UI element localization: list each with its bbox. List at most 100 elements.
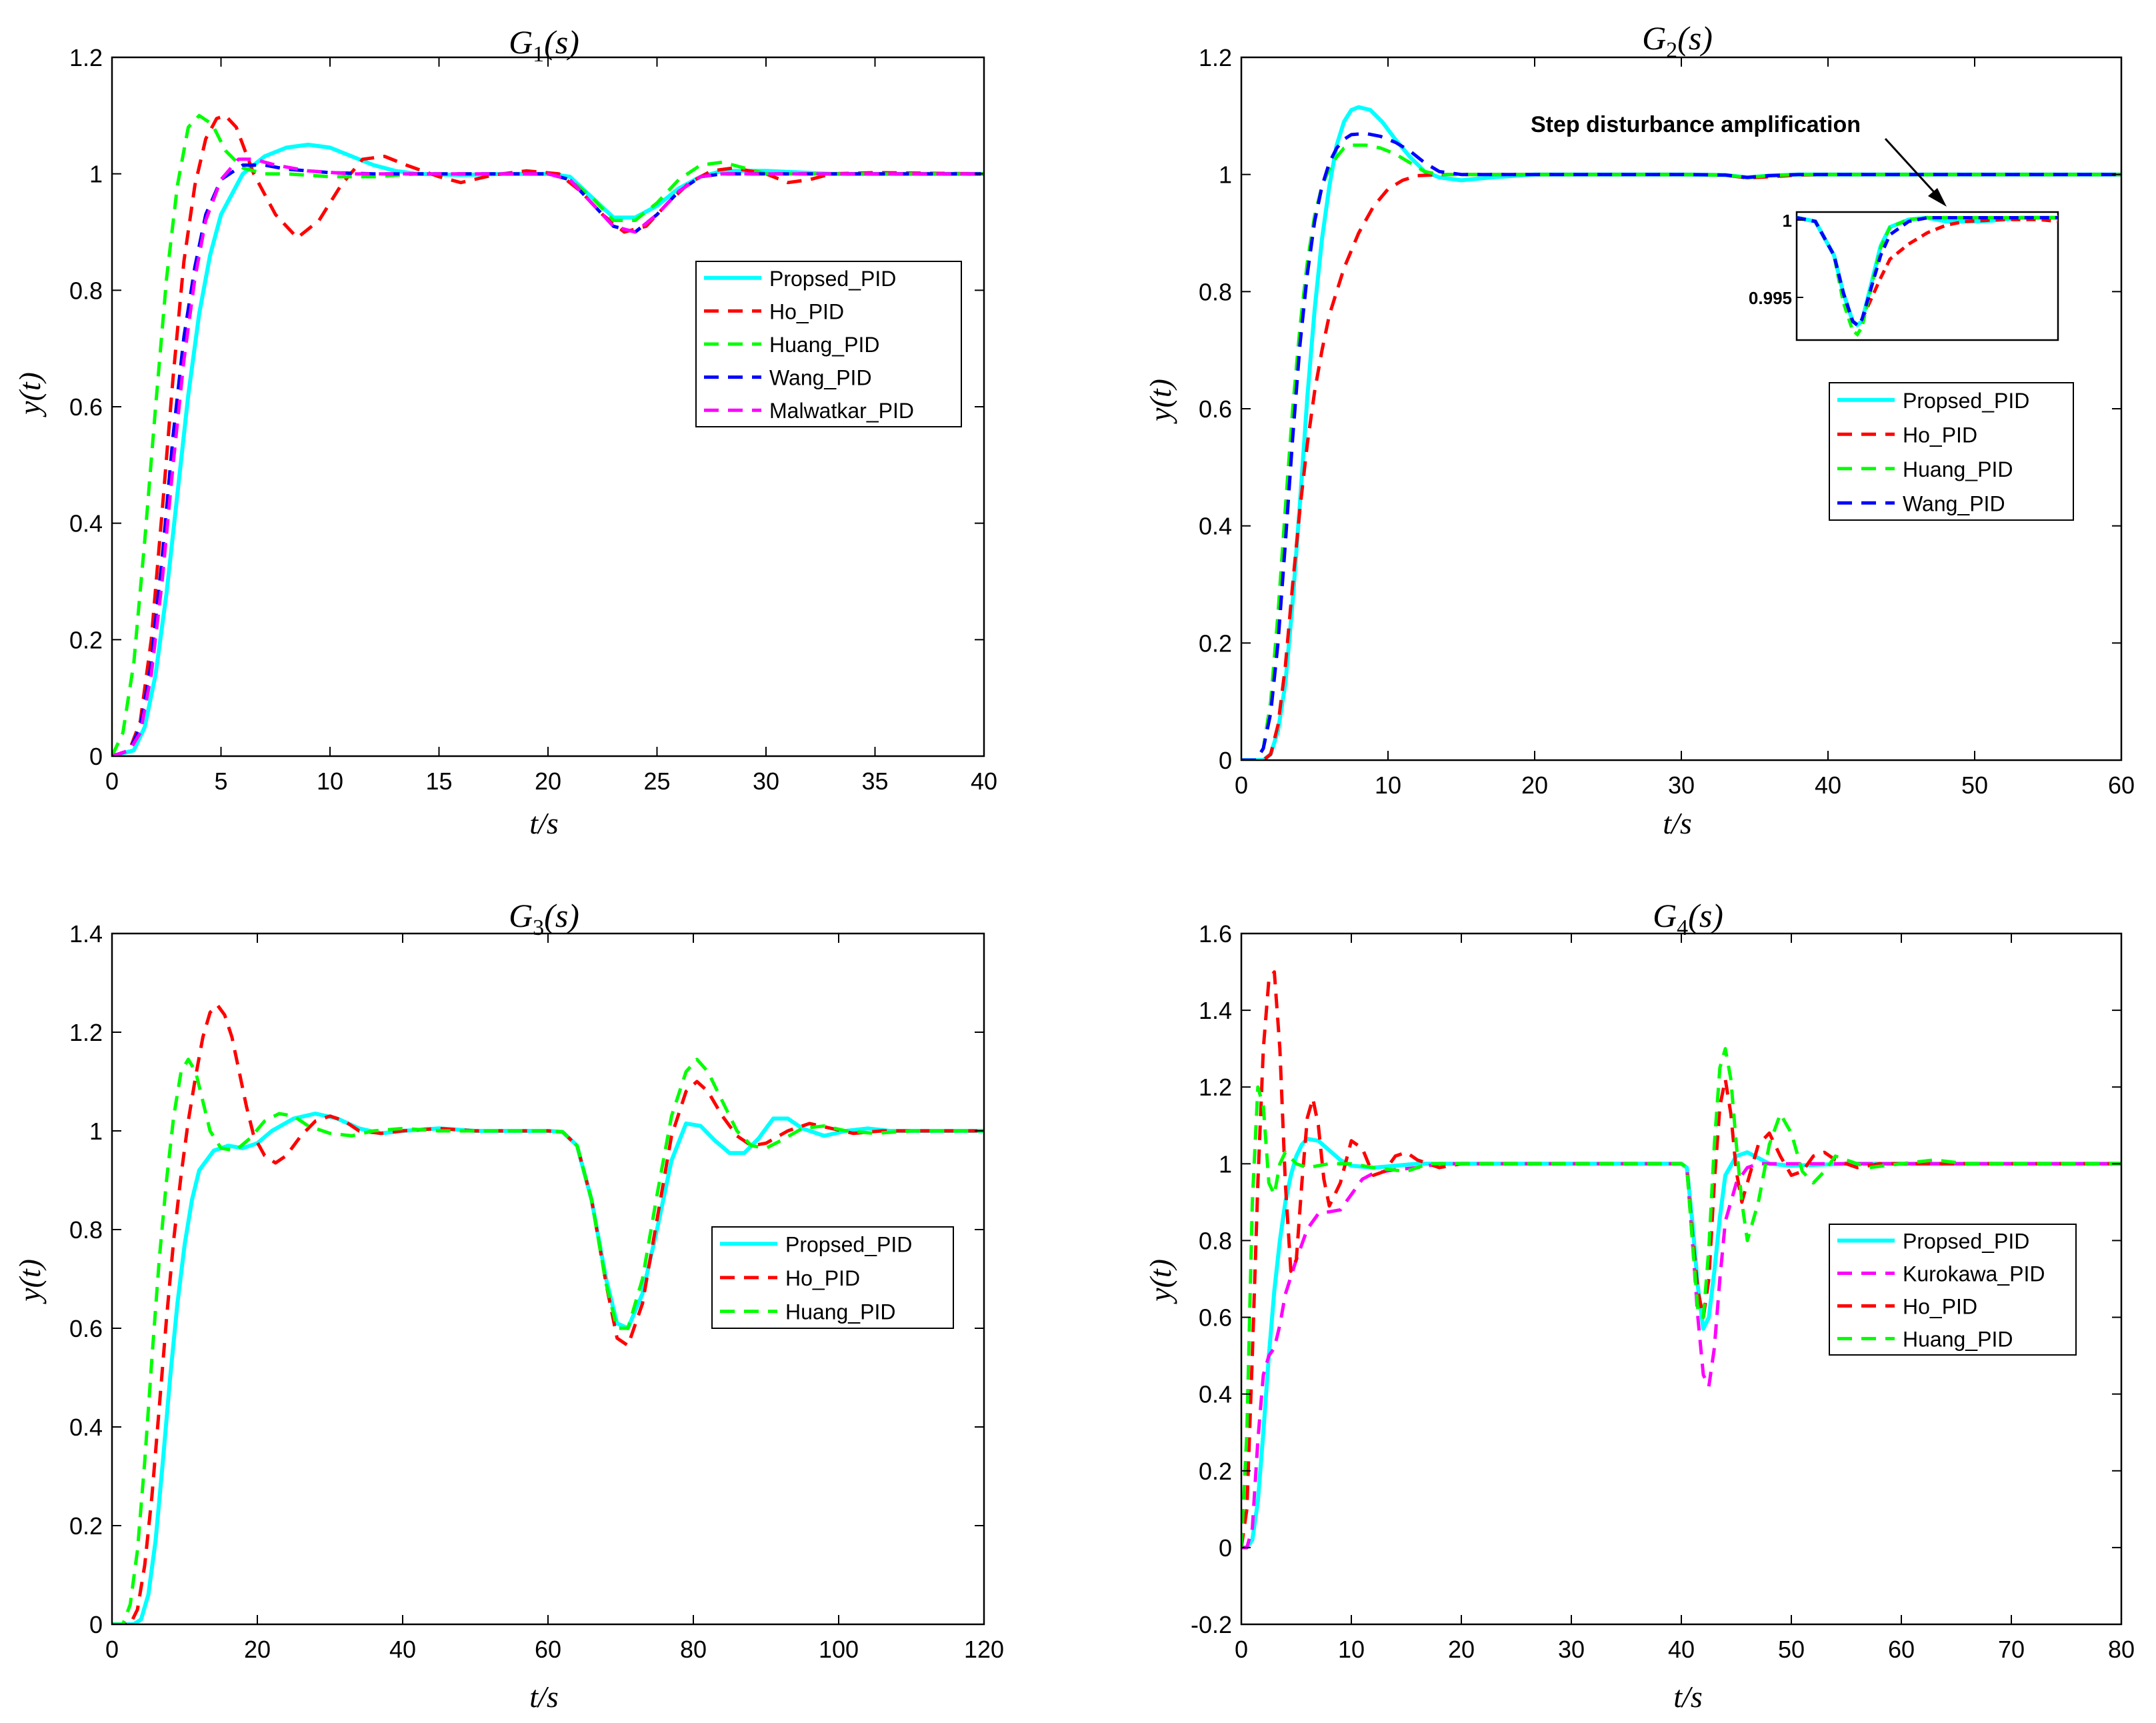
inset-series-line — [1797, 216, 2058, 327]
x-tick-label: 10 — [317, 767, 343, 795]
x-tick-label: 20 — [244, 1636, 271, 1663]
y-tick-label: 0.2 — [1199, 1458, 1232, 1485]
y-tick-label: 0 — [1219, 1534, 1232, 1562]
y-tick-label: 1.4 — [1199, 997, 1232, 1024]
y-tick-label: 0.8 — [69, 277, 103, 304]
panel-g1-legend: Propsed_PID Ho_PID Huang_PID Wang_PID Malwat… — [695, 261, 962, 427]
x-tick-label: 30 — [1558, 1636, 1585, 1663]
panel-g2-y-axis-label: y(t) — [1143, 379, 1177, 424]
series-line-propsed-pid — [112, 1112, 984, 1624]
x-tick-label: 60 — [2108, 771, 2135, 799]
x-tick-label: 20 — [1521, 771, 1548, 799]
y-tick-label: 0.4 — [69, 1414, 103, 1441]
legend-label: Huang_PID — [769, 333, 879, 357]
x-tick-label: 35 — [861, 767, 888, 795]
y-tick-label: 0 — [89, 1611, 103, 1638]
y-tick-label: 1.2 — [69, 1019, 103, 1046]
x-tick-label: 10 — [1375, 771, 1401, 799]
panel-g2-inset-ytick-label: 1 — [1783, 211, 1792, 231]
x-tick-label: 15 — [425, 767, 452, 795]
x-tick-label: 60 — [1888, 1636, 1915, 1663]
y-tick-label: 0.8 — [69, 1216, 103, 1244]
panel-g2-inset: 1 0.995 — [1749, 211, 2059, 341]
panel-g1: G1(s) y(t) t/s 0 5 10 15 20 25 30 35 40 0 0.2 0.4 0.… — [13, 23, 997, 840]
series-line-wang-pid — [112, 163, 984, 756]
x-tick-label: 0 — [1235, 771, 1248, 799]
x-tick-label: 50 — [1961, 771, 1988, 799]
series-line-huang-pid — [1241, 1047, 2121, 1548]
x-tick-label: 70 — [1998, 1636, 2025, 1663]
panel-g4-plot-area: 0 10 20 30 40 50 60 70 80-0.200.20.40.60.811.21.… — [1191, 920, 2135, 1663]
legend-label: Ho_PID — [1903, 423, 1977, 447]
panel-g2-plot-area: 0 10 20 30 40 50 60 0 0.2 0.4 0.6 0.8 1 1.2 — [1199, 44, 2135, 799]
series-line-huang-pid — [112, 113, 984, 756]
panel-g2-curves — [1241, 105, 2121, 760]
y-tick-label: 0.6 — [69, 1315, 103, 1342]
panel-g4-curves — [1241, 970, 2121, 1550]
x-tick-label: 40 — [1668, 1636, 1695, 1663]
panel-g3: G3(s) y(t) t/s 0 20 40 60 80 100 120 0 0.2 0.4 0.6… — [13, 897, 1004, 1714]
y-tick-label: 0.2 — [1199, 629, 1232, 657]
y-tick-label: 0 — [89, 743, 103, 770]
legend-label: Huang_PID — [1903, 457, 2013, 481]
y-tick-label: 1.2 — [69, 44, 103, 71]
legend-label: Malwatkar_PID — [769, 399, 914, 423]
panel-g3-x-axis-label: t/s — [529, 1680, 558, 1714]
legend-label: Propsed_PID — [1903, 389, 2029, 413]
series-line-kurokawa-pid — [1241, 1162, 2121, 1550]
series-line-huang-pid — [1241, 143, 2121, 760]
y-tick-label: 1.2 — [1199, 44, 1232, 71]
y-tick-label: 1 — [89, 161, 103, 188]
panel-g2: G2(s) y(t) t/s 0 10 20 30 40 50 60 0 0.2 0.4 0.6 0.… — [1143, 19, 2135, 840]
y-tick-label: 0.4 — [1199, 1381, 1232, 1408]
y-tick-label: 0.6 — [1199, 1304, 1232, 1332]
panel-g2-annotation-text: Step disturbance amplification — [1531, 112, 1861, 137]
legend-label: Wang_PID — [769, 366, 872, 390]
panel-g2-title: G2(s) — [1642, 19, 1713, 63]
y-tick-label: -0.2 — [1191, 1611, 1232, 1638]
y-tick-label: 0.2 — [69, 626, 103, 653]
y-tick-label: 0.4 — [69, 510, 103, 537]
y-tick-label: 0.8 — [1199, 278, 1232, 305]
legend-label: Ho_PID — [769, 299, 844, 323]
legend-box — [1829, 1224, 2077, 1356]
panel-g1-title: G1(s) — [509, 23, 579, 67]
panel-g2-x-axis-label: t/s — [1663, 806, 1691, 840]
panel-g2-legend: Propsed_PID Ho_PID Huang_PID Wang_PID — [1829, 382, 2074, 521]
x-tick-label: 100 — [819, 1636, 859, 1663]
x-tick-label: 0 — [105, 767, 119, 795]
y-tick-label: 0.6 — [1199, 395, 1232, 423]
x-tick-label: 60 — [535, 1636, 561, 1663]
panel-g3-title: G3(s) — [509, 897, 579, 940]
series-line-ho-pid — [112, 113, 984, 756]
legend-label: Ho_PID — [1903, 1295, 1977, 1319]
x-tick-label: 20 — [535, 767, 561, 795]
legend-label: Propsed_PID — [1903, 1230, 2029, 1254]
legend-label: Huang_PID — [785, 1300, 895, 1324]
panel-g4-x-axis-label: t/s — [1673, 1680, 1702, 1714]
panel-g2-inset-ytick-label: 0.995 — [1749, 288, 1792, 308]
panel-g3-plot-area: 0 20 40 60 80 100 120 0 0.2 0.4 0.6 0.8 1 1.2 1.4 — [69, 920, 1004, 1663]
x-tick-label: 5 — [214, 767, 227, 795]
x-tick-label: 0 — [1235, 1636, 1248, 1663]
panel-g3-legend: Propsed_PID Ho_PID Huang_PID — [711, 1226, 954, 1329]
panel-g4-legend: Propsed_PID Kurokawa_PID Ho_PID Huang_PID — [1829, 1224, 2077, 1356]
legend-label: Ho_PID — [785, 1266, 860, 1290]
panel-g1-x-axis-label: t/s — [529, 806, 558, 840]
y-tick-label: 0.8 — [1199, 1227, 1232, 1254]
series-line-propsed-pid — [112, 143, 984, 756]
y-tick-label: 1 — [1219, 1150, 1232, 1178]
legend-label: Wang_PID — [1903, 491, 2005, 515]
panel-g2-inset-curves — [1797, 215, 2058, 337]
series-line-huang-pid — [112, 1058, 984, 1624]
panel-g1-plot-area: 0 5 10 15 20 25 30 35 40 0 0.2 0.4 0.6 0.8 1 1.2 — [69, 44, 997, 795]
panel-g4: G4(s) y(t) t/s 0 10 20 30 40 50 60 70 80-0.200.2… — [1143, 897, 2135, 1714]
x-tick-label: 0 — [105, 1636, 119, 1663]
x-tick-label: 10 — [1338, 1636, 1365, 1663]
x-tick-label: 50 — [1778, 1636, 1805, 1663]
legend-label: Propsed_PID — [785, 1232, 912, 1256]
panel-g2-annotation-arrow — [1884, 137, 1947, 207]
y-tick-label: 1.2 — [1199, 1074, 1232, 1101]
panel-g1-curves — [112, 113, 984, 756]
